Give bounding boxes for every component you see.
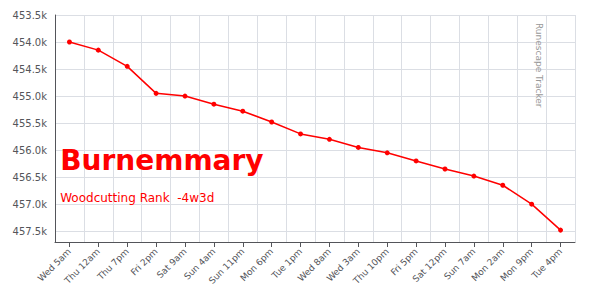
svg-text:Sun 11pm: Sun 11pm [207, 246, 246, 285]
svg-text:Sun 4am: Sun 4am [182, 246, 218, 282]
svg-text:Sat 9am: Sat 9am [154, 246, 189, 281]
svg-text:Fri 2pm: Fri 2pm [128, 246, 160, 278]
svg-text:Runescape Tracker: Runescape Tracker [534, 23, 544, 108]
svg-text:455.0k: 455.0k [13, 91, 48, 102]
svg-text:Burnemmary: Burnemmary [60, 144, 263, 177]
svg-text:Wed 5am: Wed 5am [35, 246, 73, 284]
svg-text:456.0k: 456.0k [13, 145, 48, 156]
svg-text:Mon 6pm: Mon 6pm [238, 246, 275, 283]
svg-text:Tue 4pm: Tue 4pm [529, 246, 564, 281]
svg-text:455.5k: 455.5k [13, 118, 48, 129]
svg-text:Thu 7pm: Thu 7pm [95, 246, 131, 282]
svg-text:456.5k: 456.5k [13, 172, 48, 183]
svg-text:Fri 5pm: Fri 5pm [388, 246, 420, 278]
svg-text:Woodcutting Rank -4w3d: Woodcutting Rank -4w3d [60, 191, 214, 205]
svg-text:457.0k: 457.0k [13, 199, 48, 210]
svg-text:454.5k: 454.5k [13, 64, 48, 75]
svg-text:Thu 10pm: Thu 10pm [351, 246, 391, 286]
svg-text:Mon 2am: Mon 2am [469, 246, 507, 284]
svg-text:Tue 1pm: Tue 1pm [269, 246, 305, 281]
svg-text:Mon 9pm: Mon 9pm [498, 246, 535, 283]
svg-text:Wed 8am: Wed 8am [295, 246, 333, 284]
svg-text:Wed 3am: Wed 3am [324, 246, 362, 284]
svg-text:Sat 12pm: Sat 12pm [411, 246, 449, 284]
svg-text:454.0k: 454.0k [13, 37, 48, 48]
svg-text:Sun 7am: Sun 7am [442, 246, 478, 282]
svg-text:453.5k: 453.5k [13, 10, 48, 21]
svg-text:457.5k: 457.5k [13, 226, 48, 237]
svg-text:Thu 12am: Thu 12am [62, 246, 102, 286]
